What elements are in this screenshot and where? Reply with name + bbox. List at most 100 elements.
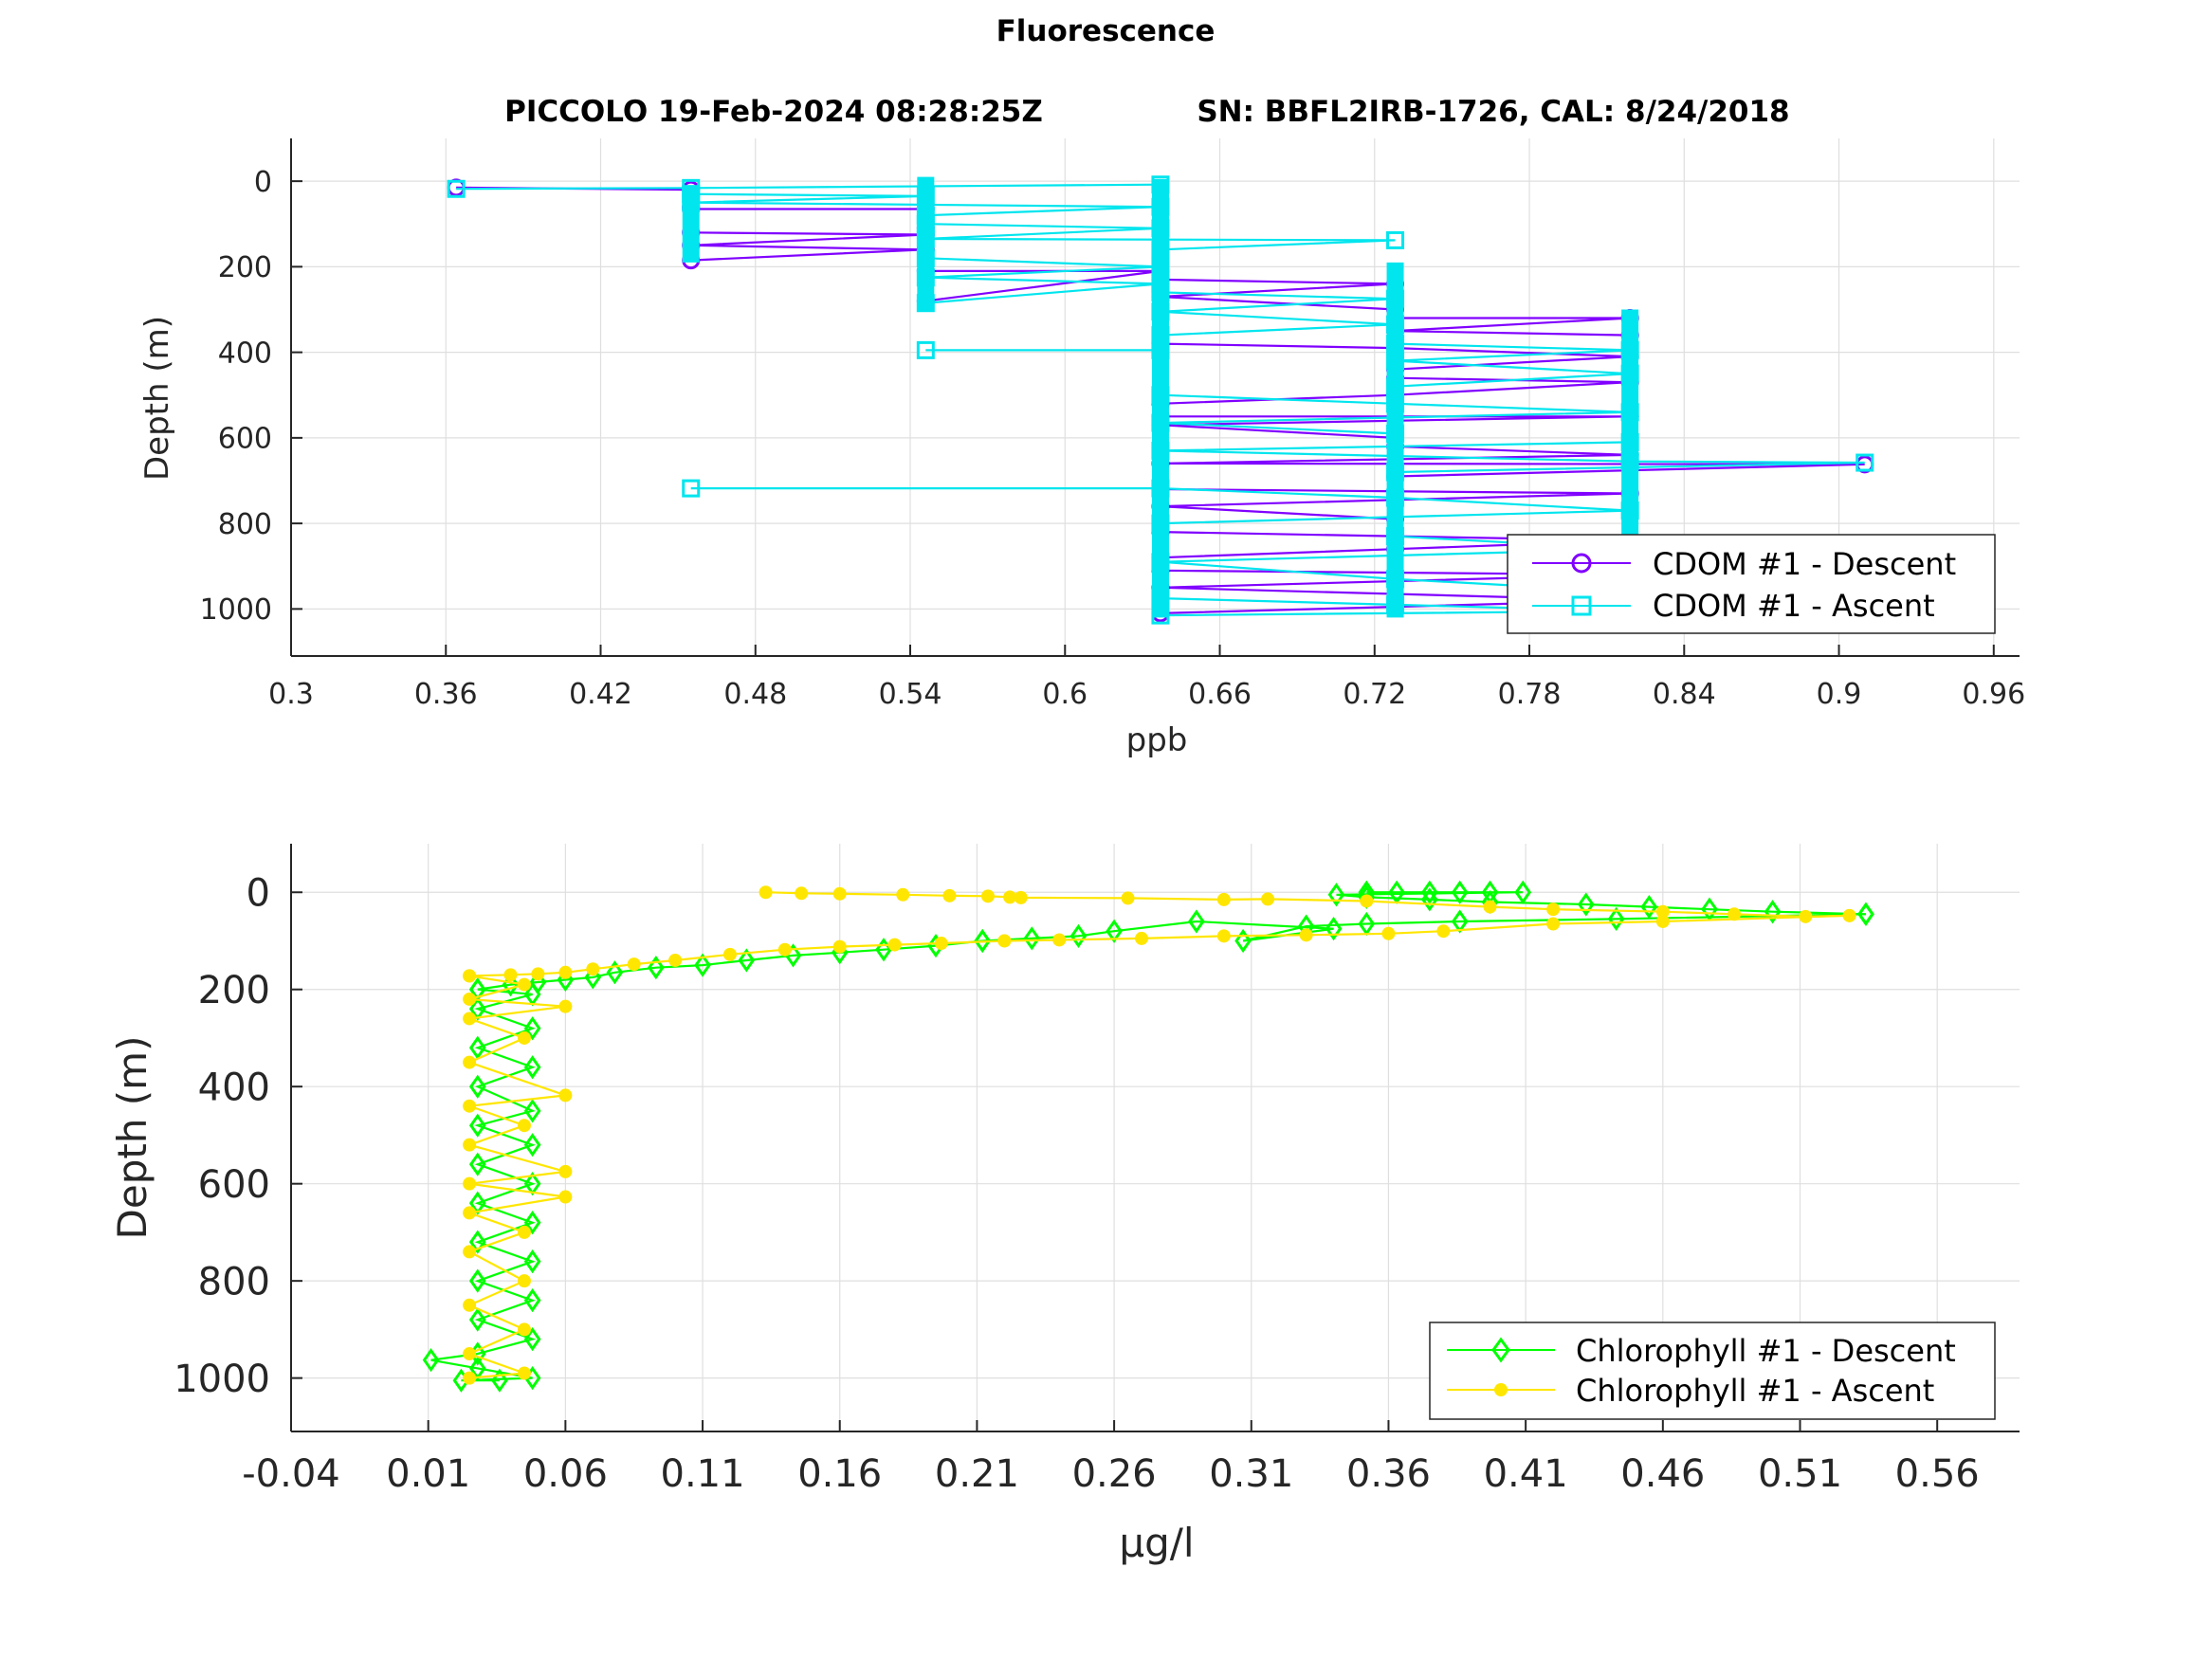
cdom-panel-level-band	[1386, 262, 1404, 618]
chlorophyll-panel-series-1-point	[1728, 907, 1742, 921]
chlorophyll-panel-series-0-point	[422, 1348, 440, 1373]
chlorophyll-panel-series-1-point	[558, 1164, 573, 1178]
chlorophyll-panel-series-0-point	[468, 1113, 486, 1138]
cdom-panel-ytick-label: 800	[218, 508, 272, 541]
chlorophyll-panel-series-0-point	[606, 960, 624, 985]
cdom-plot: 0.3 0.36 0.42 0.48 0.54 0.6 0.66 0.72 0.78 0.84 0.…	[138, 138, 2025, 759]
chlorophyll-legend-ascent-label: Chlorophyll #1 - Ascent	[1576, 1373, 1934, 1409]
chlorophyll-panel-series-1-point	[463, 1371, 477, 1385]
chlorophyll-panel-series-0-point	[468, 1191, 486, 1215]
cdom-panel-xtick-label: 0.6	[1042, 678, 1088, 711]
cdom-panel-ytick-label: 400	[218, 337, 272, 370]
chlorophyll-panel-xtick-label: 0.31	[1209, 1452, 1293, 1496]
chlorophyll-panel-series-1-line	[765, 891, 1850, 919]
chlorophyll-panel-series-1-point	[463, 1176, 477, 1191]
cdom-panel-xtick-label: 0.54	[879, 678, 942, 711]
chlorophyll-panel-series-1-point	[1121, 891, 1135, 905]
chlorophyll-panel-series-0-point	[1234, 928, 1252, 954]
chlorophyll-panel-series-0-point	[468, 1152, 486, 1176]
chlorophyll-panel-series-1-point	[463, 1138, 477, 1152]
chlorophyll-panel-series-0-point	[584, 965, 602, 990]
cdom-panel-ytick-label: 0	[254, 166, 272, 199]
chlorophyll-panel-series-0-line	[430, 988, 537, 1382]
chlorophyll-xlabel: μg/l	[1119, 1520, 1194, 1566]
chlorophyll-panel-series-0-point	[523, 1249, 541, 1274]
chlorophyll-panel-series-0-point	[1421, 880, 1438, 904]
chlorophyll-panel-series-1-point	[1052, 933, 1067, 947]
chlorophyll-panel-series-0-point	[648, 956, 665, 980]
chlorophyll-panel-series-0-point	[1421, 887, 1438, 912]
chlorophyll-panel-series-0-point	[974, 928, 992, 954]
chlorophyll-panel-series-1-point	[942, 888, 957, 902]
cdom-axes	[290, 138, 2020, 657]
cdom-legend-ascent-label: CDOM #1 - Ascent	[1653, 588, 1935, 624]
cdom-panel-xtick-label: 0.84	[1653, 678, 1716, 711]
chlorophyll-panel-xtick-label: 0.36	[1346, 1452, 1431, 1496]
chlorophyll-panel-series-1-point	[1381, 926, 1396, 940]
chlorophyll-panel-series-0-point	[1764, 900, 1782, 924]
chlorophyll-panel-series-0-point	[468, 1035, 486, 1060]
cdom-panel-ytick-label: 600	[218, 423, 272, 456]
chlorophyll-panel-series-0-point	[1607, 906, 1625, 932]
chlorophyll-panel-xtick-label: 0.06	[523, 1452, 608, 1496]
chlorophyll-panel-series-1-point	[1014, 890, 1028, 904]
chlorophyll-panel-series-0-point	[738, 948, 756, 973]
chlorophyll-panel-series-1-point	[1299, 928, 1313, 942]
figure-title: Fluorescence	[996, 14, 1216, 48]
chlorophyll-series	[422, 880, 1874, 1393]
chlorophyll-panel-series-1-point	[517, 1030, 531, 1045]
chlorophyll-panel-series-1-point	[517, 1225, 531, 1239]
cdom-panel-level-band	[682, 185, 700, 263]
cdom-panel-series-1-point	[1386, 230, 1405, 249]
chlorophyll-legend-ascent-marker	[1494, 1383, 1508, 1396]
chlorophyll-panel-series-0-point	[523, 1327, 541, 1352]
chlorophyll-panel-series-0-point	[468, 1268, 486, 1293]
chlorophyll-panel-series-1-point	[1135, 931, 1149, 945]
chlorophyll-panel-series-1-point	[517, 1119, 531, 1133]
chlorophyll-plot: -0.04 0.01 0.06 0.11 0.16 0.21 0.26 0.31 0.36 0.4…	[109, 844, 2020, 1566]
chlorophyll-panel-series-1-point	[722, 947, 737, 961]
chlorophyll-panel-series-1-point	[934, 937, 948, 951]
chlorophyll-panel-series-1-point	[463, 1298, 477, 1312]
chlorophyll-panel-series-1-point	[463, 1055, 477, 1069]
chlorophyll-panel-ytick-label: 800	[198, 1261, 270, 1304]
chlorophyll-panel-ytick-label: 1000	[174, 1358, 270, 1401]
chlorophyll-panel-series-0-point	[1327, 883, 1345, 907]
chlorophyll-panel-series-1-point	[463, 969, 477, 983]
cdom-ticks: 0.3 0.36 0.42 0.48 0.54 0.6 0.66 0.72 0.78 0.84 0.…	[200, 166, 2026, 711]
chlorophyll-panel-series-1-point	[1842, 908, 1856, 922]
chlorophyll-panel-xtick-label: 0.21	[935, 1452, 1019, 1496]
chlorophyll-legend-descent-label: Chlorophyll #1 - Descent	[1576, 1333, 1956, 1369]
cdom-panel-xtick-label: 0.9	[1817, 678, 1862, 711]
chlorophyll-panel-series-0-point	[1577, 892, 1595, 917]
chlorophyll-panel-series-1-point	[1483, 900, 1497, 914]
cdom-panel-series-0-line	[456, 186, 692, 208]
cdom-panel-xtick-label: 0.3	[268, 678, 314, 711]
chlorophyll-panel-series-0-point	[875, 938, 892, 962]
chlorophyll-panel-series-0-point	[523, 1133, 541, 1158]
cdom-panel-ytick-label: 1000	[200, 593, 272, 627]
chlorophyll-panel-xtick-label: 0.11	[661, 1452, 745, 1496]
chlorophyll-panel-series-1-point	[997, 934, 1012, 948]
chlorophyll-panel-series-1-point	[463, 992, 477, 1006]
chlorophyll-panel-series-1-point	[558, 965, 573, 979]
chlorophyll-legend-descent-marker	[1491, 1337, 1510, 1363]
chlorophyll-panel-xtick-label: 0.41	[1484, 1452, 1568, 1496]
cdom-panel-series-0-line	[690, 208, 927, 228]
chlorophyll-panel-series-0-point	[468, 1074, 486, 1099]
chlorophyll-panel-series-1-point	[1436, 924, 1451, 939]
cdom-legend: CDOM #1 - Descent CDOM #1 - Ascent	[1507, 534, 1996, 634]
chlorophyll-panel-xtick-label: 0.51	[1758, 1452, 1842, 1496]
chlorophyll-panel-series-0-point	[1640, 894, 1658, 920]
figure-subtitle-left: PICCOLO 19-Feb-2024 08:28:25Z	[504, 95, 1043, 129]
chlorophyll-panel-series-1-point	[1216, 892, 1231, 906]
chlorophyll-panel-xtick-label: 0.56	[1895, 1452, 1980, 1496]
chlorophyll-panel-series-1-point	[463, 1099, 477, 1113]
chlorophyll-panel-series-1-point	[517, 1366, 531, 1380]
cdom-panel-xtick-label: 0.78	[1498, 678, 1562, 711]
chlorophyll-panel-series-1-point	[980, 889, 995, 903]
chlorophyll-panel-series-1-point	[627, 957, 641, 972]
chlorophyll-panel-series-1-point	[668, 953, 683, 967]
cdom-panel-series-0-line	[1160, 278, 1396, 311]
chlorophyll-panel-series-1-point	[832, 886, 847, 901]
